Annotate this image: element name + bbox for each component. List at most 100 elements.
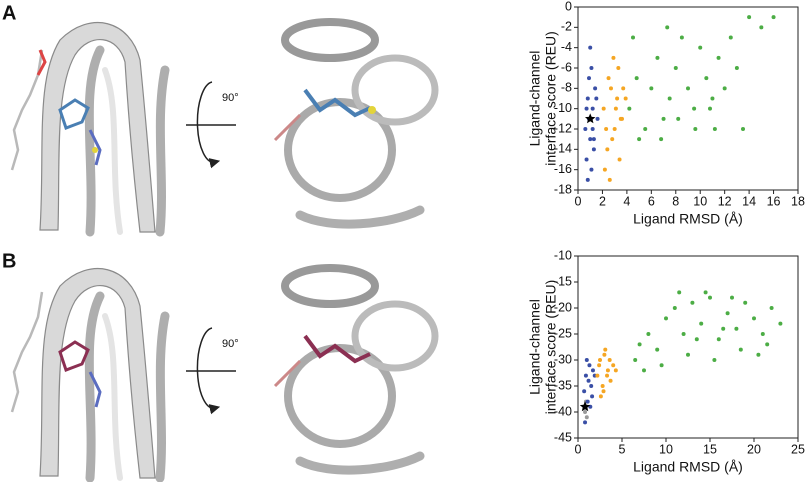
y-axis-label: Ligand-channel xyxy=(527,51,543,147)
point xyxy=(631,35,635,40)
point xyxy=(589,66,594,70)
plot-frame xyxy=(577,255,799,439)
plot-frame xyxy=(577,6,799,191)
point xyxy=(600,384,605,388)
point xyxy=(712,127,717,131)
point xyxy=(585,399,590,404)
point xyxy=(686,86,690,91)
point xyxy=(721,326,726,331)
point xyxy=(730,295,734,300)
point xyxy=(649,86,654,91)
point xyxy=(590,394,595,399)
point xyxy=(672,306,677,310)
point xyxy=(618,116,623,121)
point xyxy=(602,167,607,172)
point xyxy=(771,15,776,20)
point xyxy=(741,127,745,131)
x-tick-label: 20 xyxy=(747,442,761,456)
point xyxy=(681,332,686,336)
x-tick-label: 25 xyxy=(791,442,805,456)
y-tick-label: -40 xyxy=(554,404,572,418)
point xyxy=(591,147,596,152)
point xyxy=(605,368,610,373)
point xyxy=(593,86,598,91)
point xyxy=(597,363,602,368)
x-axis-label: Ligand RMSD (Å) xyxy=(633,459,743,475)
point xyxy=(606,76,611,81)
structure-side-b xyxy=(10,268,170,482)
point xyxy=(586,378,591,383)
x-axis-label: Ligand RMSD (Å) xyxy=(633,211,743,227)
point xyxy=(634,76,639,81)
y-axis-label: Ligand-channel xyxy=(527,299,543,395)
point xyxy=(583,410,588,414)
point xyxy=(703,290,708,295)
x-tick-label: 6 xyxy=(648,194,655,208)
y-tick-label: -4 xyxy=(561,40,572,54)
point xyxy=(722,86,727,91)
x-tick-label: 5 xyxy=(619,442,626,456)
point xyxy=(607,177,612,182)
point xyxy=(609,86,613,91)
point xyxy=(605,373,610,378)
panel-label: A xyxy=(2,2,16,24)
point xyxy=(708,106,712,111)
x-tick-label: 14 xyxy=(742,194,756,208)
y-tick-label: -30 xyxy=(554,352,572,366)
point xyxy=(690,300,695,305)
point xyxy=(590,127,595,131)
point xyxy=(673,66,678,70)
x-tick-label: 16 xyxy=(767,194,781,208)
point xyxy=(585,96,590,101)
point xyxy=(716,55,721,60)
star-point xyxy=(579,401,591,412)
structure-top-b xyxy=(273,264,439,475)
point xyxy=(603,347,608,352)
point xyxy=(710,96,715,101)
point xyxy=(621,86,626,91)
point xyxy=(760,332,765,336)
point xyxy=(613,106,618,111)
point xyxy=(716,337,721,342)
y-tick-label: -16 xyxy=(554,162,572,176)
x-tick-label: 8 xyxy=(672,194,679,208)
panel-label: B xyxy=(2,250,16,272)
point xyxy=(738,347,743,352)
point xyxy=(698,45,703,50)
point xyxy=(704,76,709,81)
point xyxy=(607,358,612,362)
point xyxy=(655,347,660,352)
point xyxy=(646,332,651,336)
point xyxy=(633,358,638,362)
point xyxy=(627,106,632,111)
y-tick-label: -6 xyxy=(561,60,572,74)
point xyxy=(585,177,590,182)
structure-top-a xyxy=(273,18,439,229)
point xyxy=(617,157,622,162)
x-tick-label: 0 xyxy=(575,442,582,456)
point xyxy=(676,116,681,121)
point xyxy=(747,15,752,20)
y-tick-label: -14 xyxy=(554,142,572,156)
point xyxy=(712,358,717,362)
point xyxy=(595,373,600,378)
point xyxy=(612,127,617,131)
rotation-label: 90° xyxy=(222,338,239,350)
point xyxy=(590,368,595,373)
point xyxy=(679,35,684,40)
y-tick-label: -10 xyxy=(554,101,572,115)
point xyxy=(588,137,593,142)
y-tick-label: 0 xyxy=(565,0,572,13)
rotation-icon-a xyxy=(186,81,236,169)
point xyxy=(611,55,616,60)
y-tick-label: -2 xyxy=(561,20,572,34)
point xyxy=(778,321,783,326)
point xyxy=(583,420,588,425)
y-tick-label: -18 xyxy=(554,182,572,196)
point xyxy=(584,106,589,111)
point xyxy=(615,96,620,101)
point xyxy=(756,352,761,357)
point xyxy=(692,106,697,111)
x-tick-label: 10 xyxy=(693,194,707,208)
y-axis-label: interface score (REU) xyxy=(543,31,559,166)
